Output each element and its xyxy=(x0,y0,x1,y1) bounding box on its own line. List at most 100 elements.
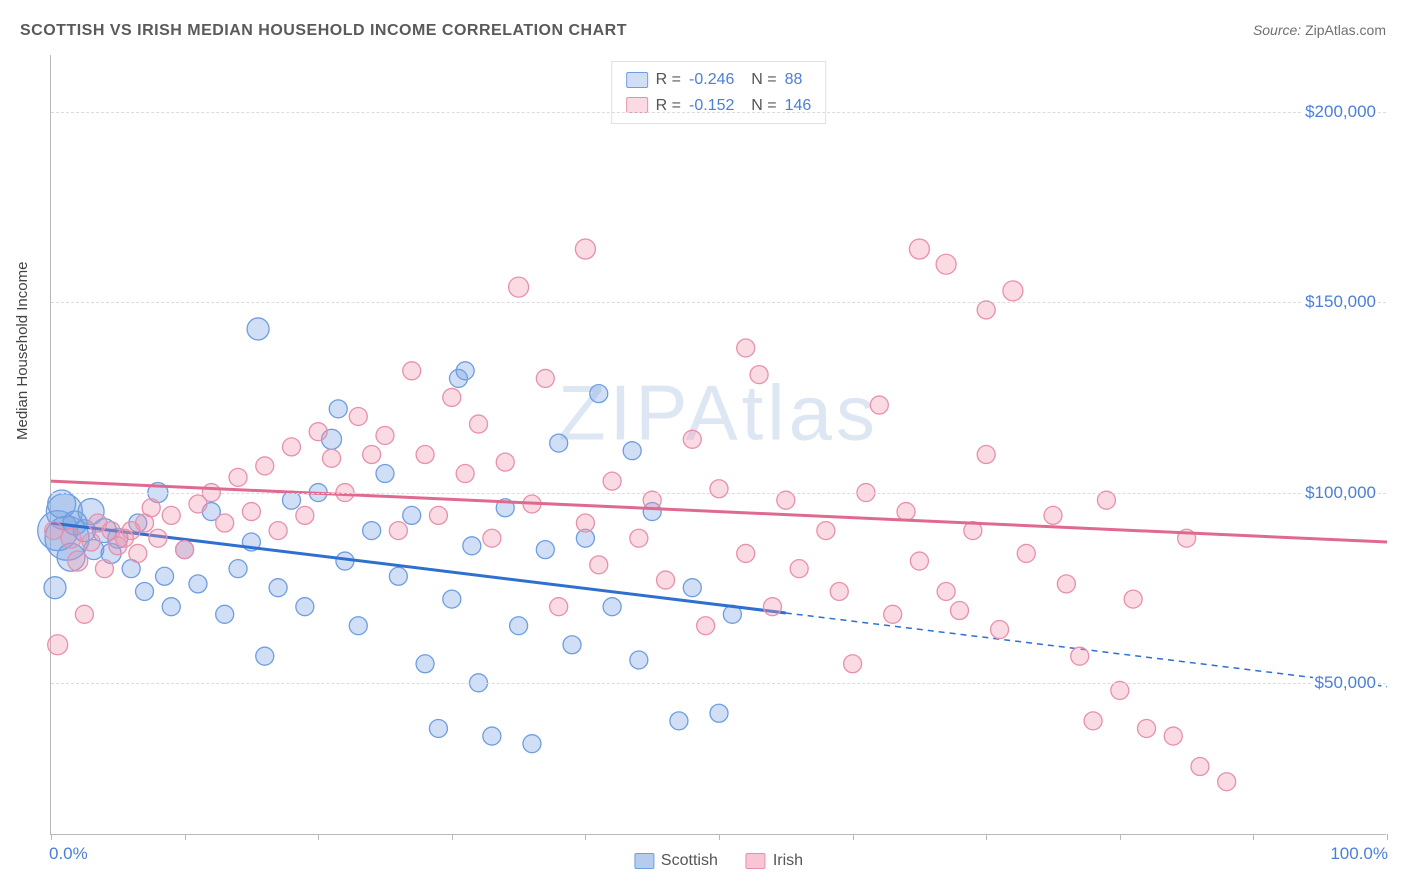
stat-R-scottish: -0.246 xyxy=(689,67,734,93)
data-point xyxy=(149,529,167,547)
data-point xyxy=(910,552,928,570)
data-point xyxy=(737,544,755,562)
stat-N-label: N = xyxy=(742,93,776,119)
data-point xyxy=(329,400,347,418)
data-point xyxy=(977,446,995,464)
chart-title: SCOTTISH VS IRISH MEDIAN HOUSEHOLD INCOM… xyxy=(20,22,627,40)
data-point xyxy=(75,605,93,623)
x-axis-label-left: 0.0% xyxy=(49,844,88,864)
data-point xyxy=(1017,544,1035,562)
y-axis-label: Median Household Income xyxy=(14,262,31,440)
legend-swatch-scottish xyxy=(634,853,654,869)
data-point xyxy=(630,651,648,669)
legend-label-scottish: Scottish xyxy=(661,852,718,869)
x-tick xyxy=(1387,834,1388,840)
stats-row-scottish: R = -0.246 N = 88 xyxy=(626,67,812,93)
x-tick xyxy=(1253,834,1254,840)
data-point xyxy=(189,575,207,593)
data-point xyxy=(247,318,269,340)
chart-container: SCOTTISH VS IRISH MEDIAN HOUSEHOLD INCOM… xyxy=(0,0,1406,892)
data-point xyxy=(1138,719,1156,737)
x-tick xyxy=(1120,834,1121,840)
legend-label-irish: Irish xyxy=(773,852,803,869)
data-point xyxy=(349,407,367,425)
data-point xyxy=(909,239,929,259)
data-point xyxy=(229,560,247,578)
y-tick-label: $100,000 xyxy=(1303,483,1378,503)
source-prefix: Source: xyxy=(1253,22,1305,38)
x-tick xyxy=(719,834,720,840)
data-point xyxy=(176,541,194,559)
data-point xyxy=(750,366,768,384)
data-point xyxy=(936,254,956,274)
data-point xyxy=(389,522,407,540)
data-point xyxy=(563,636,581,654)
source-name: ZipAtlas.com xyxy=(1305,22,1386,38)
plot-area: ZIPAtlas R = -0.246 N = 88 R = -0.152 N … xyxy=(50,55,1386,835)
data-point xyxy=(790,560,808,578)
data-point xyxy=(1071,647,1089,665)
stat-N-scottish: 88 xyxy=(785,67,803,93)
x-tick xyxy=(585,834,586,840)
data-point xyxy=(643,491,661,509)
data-point xyxy=(309,423,327,441)
data-point xyxy=(496,453,514,471)
data-point xyxy=(483,727,501,745)
data-point xyxy=(1124,590,1142,608)
data-point xyxy=(68,551,88,571)
data-point xyxy=(256,457,274,475)
data-point xyxy=(817,522,835,540)
data-point xyxy=(550,598,568,616)
stats-legend: R = -0.246 N = 88 R = -0.152 N = 146 xyxy=(611,61,827,124)
data-point xyxy=(777,491,795,509)
data-point xyxy=(576,514,594,532)
data-point xyxy=(443,388,461,406)
gridline xyxy=(51,493,1386,494)
data-point xyxy=(1097,491,1115,509)
data-point xyxy=(44,577,66,599)
data-point xyxy=(897,503,915,521)
data-point xyxy=(710,704,728,722)
data-point xyxy=(1164,727,1182,745)
x-tick xyxy=(51,834,52,840)
x-tick xyxy=(318,834,319,840)
data-point xyxy=(256,647,274,665)
data-point xyxy=(710,480,728,498)
gridline xyxy=(51,683,1386,684)
data-point xyxy=(697,617,715,635)
data-point xyxy=(416,655,434,673)
data-point xyxy=(282,438,300,456)
data-point xyxy=(937,582,955,600)
data-point xyxy=(48,635,68,655)
gridline xyxy=(51,302,1386,303)
data-point xyxy=(323,449,341,467)
data-point xyxy=(156,567,174,585)
data-point xyxy=(590,556,608,574)
data-point xyxy=(870,396,888,414)
data-point xyxy=(737,339,755,357)
data-point xyxy=(950,602,968,620)
data-point xyxy=(1057,575,1075,593)
data-point xyxy=(763,598,781,616)
data-point xyxy=(483,529,501,547)
data-point xyxy=(61,528,81,548)
data-point xyxy=(45,522,63,540)
data-point xyxy=(536,369,554,387)
data-point xyxy=(463,537,481,555)
data-point xyxy=(403,506,421,524)
data-point xyxy=(429,506,447,524)
data-point xyxy=(683,579,701,597)
data-point xyxy=(389,567,407,585)
data-point xyxy=(269,579,287,597)
data-point xyxy=(830,582,848,600)
data-point xyxy=(296,506,314,524)
data-point xyxy=(844,655,862,673)
data-point xyxy=(162,598,180,616)
data-point xyxy=(884,605,902,623)
data-point xyxy=(1111,681,1129,699)
data-point xyxy=(456,362,474,380)
stat-R-label: R = xyxy=(656,93,681,119)
data-point xyxy=(991,621,1009,639)
data-point xyxy=(590,385,608,403)
x-tick xyxy=(452,834,453,840)
